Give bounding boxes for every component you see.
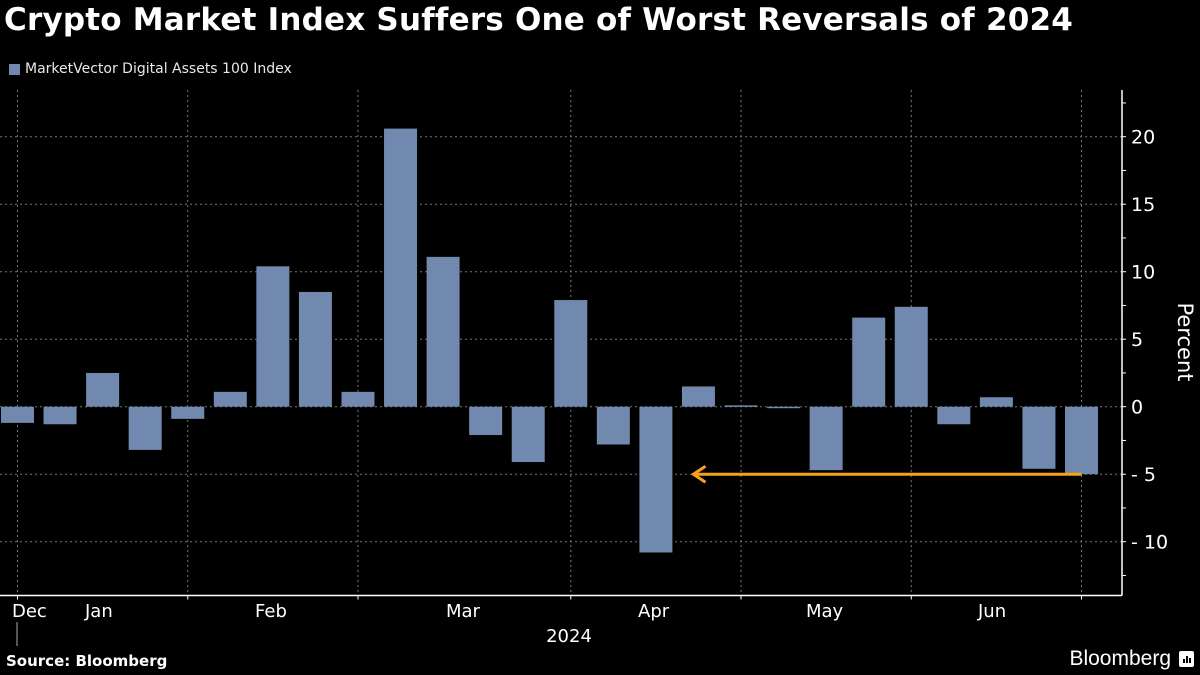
bar <box>1022 406 1056 469</box>
y-tick-label: 0 <box>1131 397 1143 419</box>
x-month-label: Feb <box>255 601 287 622</box>
y-tick-label: - 5 <box>1131 464 1156 486</box>
legend-swatch <box>9 63 20 75</box>
bar <box>596 406 630 445</box>
legend-label: MarketVector Digital Assets 100 Index <box>25 61 292 77</box>
y-tick-label: 5 <box>1131 329 1143 351</box>
bar <box>639 406 673 553</box>
logo-text: Bloomberg <box>1069 647 1171 670</box>
x-month-label: Dec <box>12 601 47 622</box>
bar <box>128 406 162 450</box>
bar <box>979 397 1013 407</box>
bar <box>171 406 205 419</box>
y-tick-label: 15 <box>1131 194 1155 216</box>
bloomberg-logo: Bloomberg <box>1069 647 1194 671</box>
bar <box>256 266 290 407</box>
bloomberg-chart-icon <box>1179 651 1194 667</box>
x-month-label: Jun <box>977 601 1006 622</box>
bar <box>213 391 247 407</box>
annotation-arrow-head-icon <box>690 464 707 484</box>
bar <box>809 406 843 471</box>
bar <box>511 406 545 463</box>
x-year-label: 2024 <box>546 626 592 647</box>
x-month-label: Apr <box>638 601 670 622</box>
bar <box>724 405 758 407</box>
bar <box>767 406 801 409</box>
x-month-label: May <box>806 601 844 622</box>
bar <box>298 291 332 407</box>
bar <box>554 300 588 407</box>
bar <box>852 317 886 407</box>
chart-title: Crypto Market Index Suffers One of Worst… <box>4 2 1074 38</box>
y-tick-label: 10 <box>1131 262 1155 284</box>
bar <box>937 406 971 425</box>
bar <box>469 406 503 436</box>
bar <box>43 406 77 425</box>
bar <box>1065 406 1098 475</box>
bar <box>384 128 418 407</box>
bar <box>341 391 375 407</box>
bar <box>894 306 928 407</box>
bar <box>426 256 460 407</box>
bar <box>86 372 120 407</box>
legend: MarketVector Digital Assets 100 Index <box>9 61 292 77</box>
source-note: Source: Bloomberg <box>6 652 168 670</box>
y-tick-label: 20 <box>1131 127 1155 149</box>
y-axis-label: Percent <box>1173 302 1197 381</box>
x-month-label: Mar <box>446 601 481 622</box>
y-tick-label: - 10 <box>1131 532 1168 554</box>
bar <box>681 386 715 407</box>
x-month-label: Jan <box>84 601 113 622</box>
bar <box>1 406 34 423</box>
